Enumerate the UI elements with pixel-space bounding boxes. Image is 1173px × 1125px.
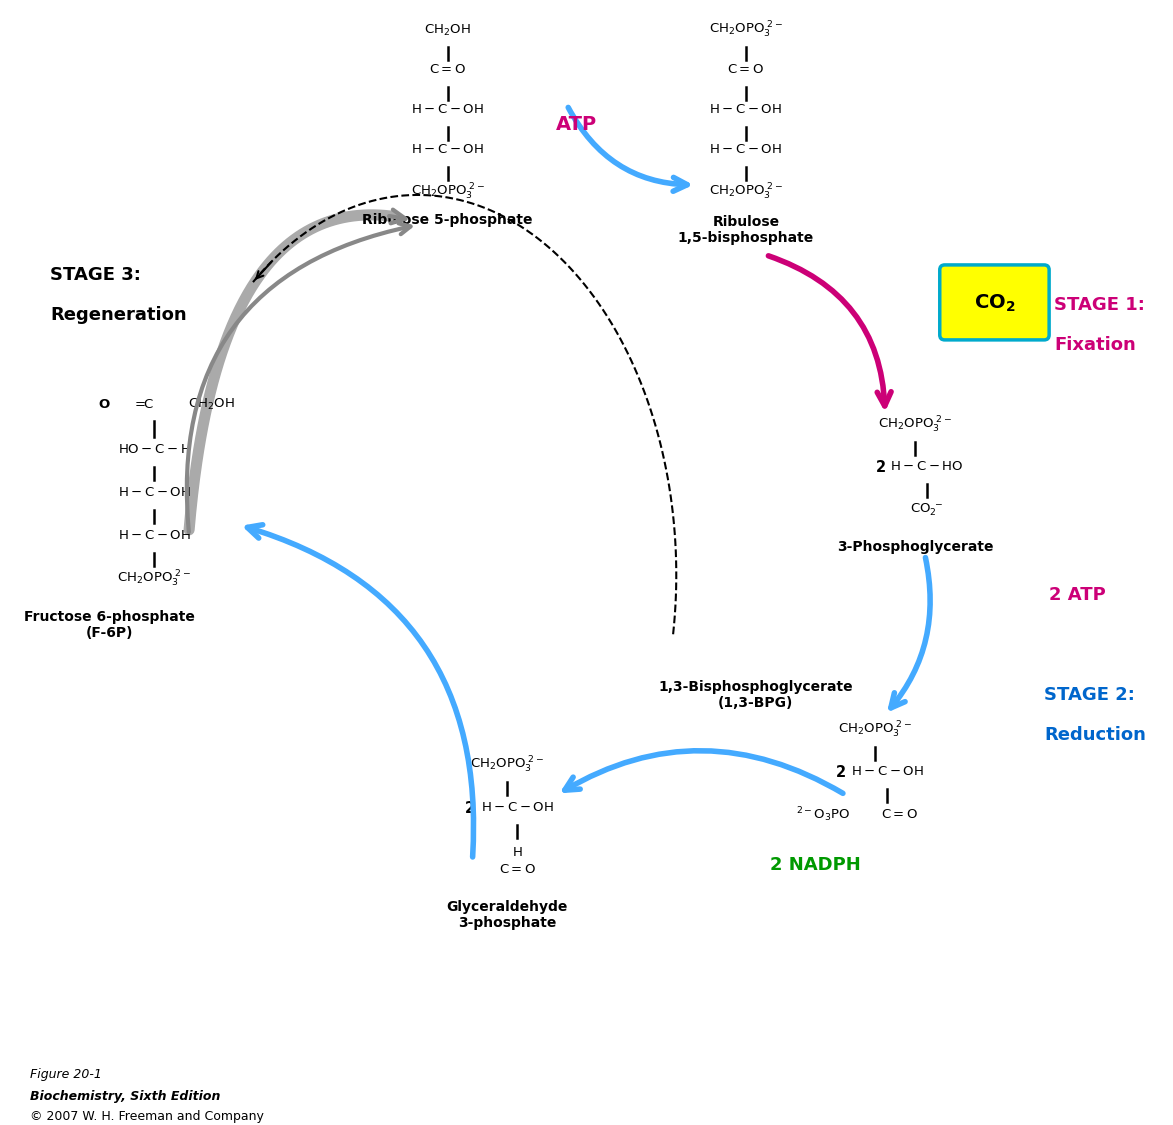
Text: Ribulose 5-phosphate: Ribulose 5-phosphate: [362, 213, 533, 227]
Text: $\mathregular{H-C-OH}$: $\mathregular{H-C-OH}$: [118, 486, 191, 500]
Text: $\mathbf{2}$: $\mathbf{2}$: [835, 764, 846, 780]
Text: $\mathbf{O}$: $\mathbf{O}$: [99, 398, 111, 412]
Text: $\mathregular{CH_2OPO_3^{\ 2-}}$: $\mathregular{CH_2OPO_3^{\ 2-}}$: [708, 20, 782, 40]
Text: $\mathbf{2}$: $\mathbf{2}$: [465, 800, 475, 816]
Text: 1,3-Bisphosphoglycerate
(1,3-BPG): 1,3-Bisphosphoglycerate (1,3-BPG): [658, 680, 853, 710]
Text: $\mathregular{CH_2OH}$: $\mathregular{CH_2OH}$: [188, 397, 235, 413]
Text: $\mathregular{CO_2^{\ -}}$: $\mathregular{CO_2^{\ -}}$: [910, 502, 943, 519]
Text: $\mathregular{H}$: $\mathregular{H}$: [511, 846, 522, 860]
Text: Reduction: Reduction: [1044, 726, 1146, 744]
Text: STAGE 1:: STAGE 1:: [1055, 296, 1145, 314]
Text: STAGE 3:: STAGE 3:: [50, 266, 141, 284]
Text: 2 NADPH: 2 NADPH: [771, 856, 861, 874]
Text: $\mathregular{CH_2OPO_3^{\ 2-}}$: $\mathregular{CH_2OPO_3^{\ 2-}}$: [411, 182, 484, 202]
Text: $\mathregular{H-C-OH}$: $\mathregular{H-C-OH}$: [710, 144, 782, 156]
Text: $\mathregular{C=O}$: $\mathregular{C=O}$: [881, 808, 918, 821]
FancyBboxPatch shape: [940, 264, 1049, 340]
Text: Fructose 6-phosphate
(F-6P): Fructose 6-phosphate (F-6P): [25, 610, 195, 640]
Text: $\mathregular{H-C-OH}$: $\mathregular{H-C-OH}$: [481, 801, 554, 814]
Text: $\mathregular{CH_2OPO_3^{\ 2-}}$: $\mathregular{CH_2OPO_3^{\ 2-}}$: [117, 569, 191, 588]
Text: $\mathbf{2}$: $\mathbf{2}$: [875, 459, 886, 475]
Text: STAGE 2:: STAGE 2:: [1044, 686, 1135, 704]
Text: Fixation: Fixation: [1055, 336, 1135, 354]
Text: $\mathregular{H-C-OH}$: $\mathregular{H-C-OH}$: [850, 765, 923, 778]
Text: $\mathregular{\!\!=\!\!C}$: $\mathregular{\!\!=\!\!C}$: [135, 398, 154, 412]
Text: Ribulose
1,5-bisphosphate: Ribulose 1,5-bisphosphate: [678, 215, 814, 245]
Text: 2 ATP: 2 ATP: [1049, 586, 1106, 604]
Text: © 2007 W. H. Freeman and Company: © 2007 W. H. Freeman and Company: [30, 1110, 264, 1123]
Text: $\mathregular{CH_2OH}$: $\mathregular{CH_2OH}$: [425, 22, 470, 37]
Text: $\mathregular{CH_2OPO_3^{\ 2-}}$: $\mathregular{CH_2OPO_3^{\ 2-}}$: [470, 755, 544, 775]
Text: 3-Phosphoglycerate: 3-Phosphoglycerate: [836, 540, 994, 554]
Text: ATP: ATP: [556, 116, 597, 135]
Text: Regeneration: Regeneration: [50, 306, 187, 324]
Text: $\mathregular{C=O}$: $\mathregular{C=O}$: [499, 863, 536, 876]
Text: Figure 20-1: Figure 20-1: [30, 1068, 102, 1081]
Text: $\mathregular{^{2-}O_3PO}$: $\mathregular{^{2-}O_3PO}$: [796, 806, 850, 825]
Text: $\mathregular{H-C-OH}$: $\mathregular{H-C-OH}$: [118, 530, 191, 542]
Text: $\mathregular{CH_2OPO_3^{\ 2-}}$: $\mathregular{CH_2OPO_3^{\ 2-}}$: [708, 182, 782, 202]
Text: $\mathregular{H-C-OH}$: $\mathregular{H-C-OH}$: [412, 144, 484, 156]
Text: $\mathregular{HO-C-H}$: $\mathregular{HO-C-H}$: [118, 443, 191, 457]
Text: $\mathregular{H-C-OH}$: $\mathregular{H-C-OH}$: [412, 104, 484, 117]
Text: $\mathregular{H-C-OH}$: $\mathregular{H-C-OH}$: [710, 104, 782, 117]
Text: $\mathregular{CO_2}$: $\mathregular{CO_2}$: [974, 292, 1015, 314]
Text: Glyceraldehyde
3-phosphate: Glyceraldehyde 3-phosphate: [447, 900, 568, 930]
Text: $\mathregular{CH_2OPO_3^{\ 2-}}$: $\mathregular{CH_2OPO_3^{\ 2-}}$: [839, 720, 913, 740]
Text: Biochemistry, Sixth Edition: Biochemistry, Sixth Edition: [30, 1090, 221, 1104]
Text: $\mathregular{H-C-HO}$: $\mathregular{H-C-HO}$: [890, 460, 963, 474]
Text: $\mathregular{CH_2OPO_3^{\ 2-}}$: $\mathregular{CH_2OPO_3^{\ 2-}}$: [877, 415, 952, 435]
Text: $\mathregular{C=O}$: $\mathregular{C=O}$: [727, 63, 765, 76]
Text: $\mathregular{C=O}$: $\mathregular{C=O}$: [429, 63, 466, 76]
